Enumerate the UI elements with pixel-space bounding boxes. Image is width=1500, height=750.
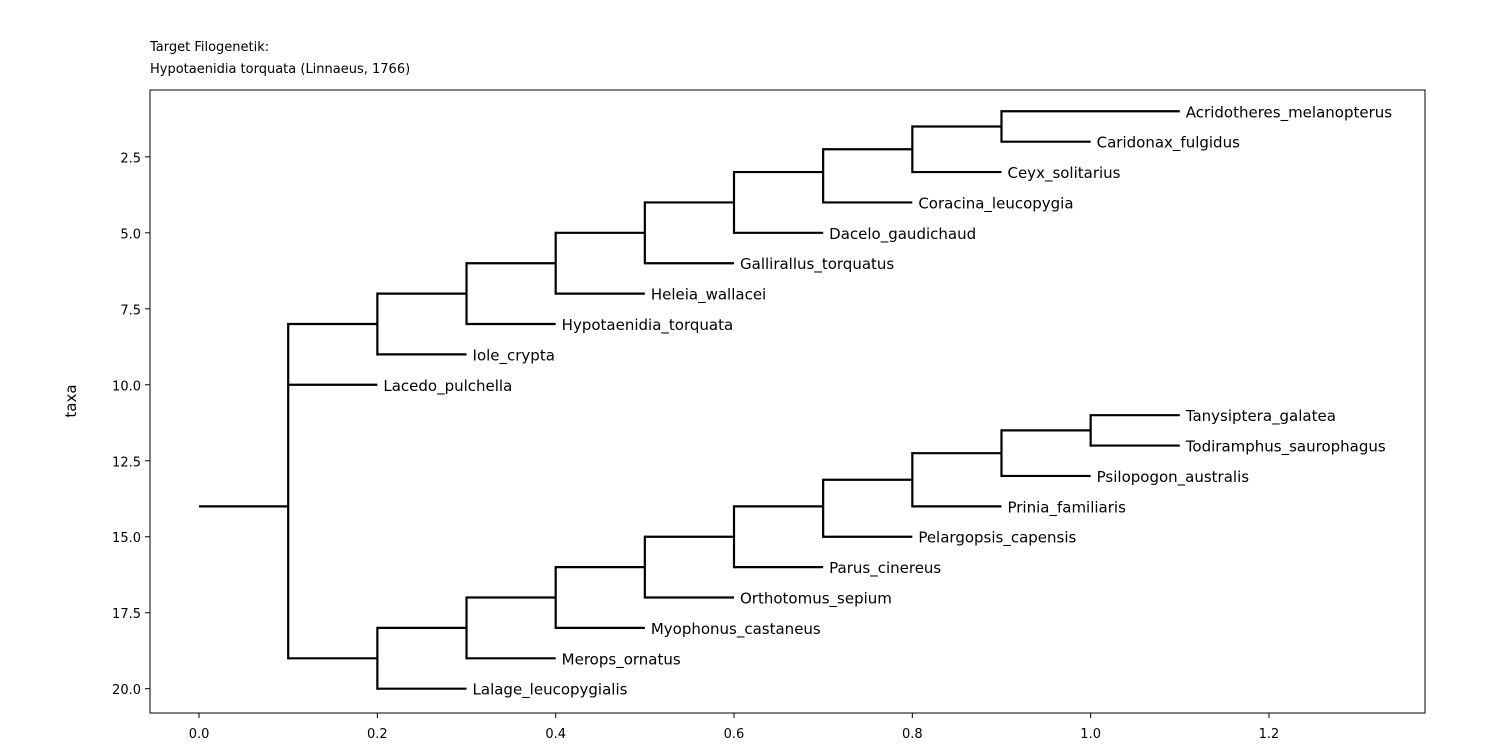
leaf-label-4: Dacelo_gaudichaud bbox=[829, 225, 976, 244]
y-tick-label-4: 12.5 bbox=[112, 455, 141, 470]
x-tick-label-2: 0.4 bbox=[545, 727, 566, 742]
leaf-label-0: Acridotheres_melanopterus bbox=[1186, 103, 1392, 122]
x-tick-label-5: 1.0 bbox=[1080, 727, 1101, 742]
y-tick-label-6: 17.5 bbox=[112, 607, 141, 622]
leaf-label-9: Lacedo_pulchella bbox=[383, 377, 512, 396]
y-tick-label-2: 7.5 bbox=[120, 303, 141, 318]
leaf-label-12: Psilopogon_australis bbox=[1097, 468, 1250, 487]
x-tick-label-3: 0.6 bbox=[724, 727, 745, 742]
y-axis-label: taxa bbox=[62, 384, 80, 417]
leaf-label-16: Orthotomus_sepium bbox=[740, 590, 892, 609]
leaf-label-1: Caridonax_fulgidus bbox=[1097, 134, 1240, 153]
leaf-label-14: Pelargopsis_capensis bbox=[918, 529, 1076, 548]
leaf-label-13: Prinia_familiaris bbox=[1007, 498, 1126, 517]
x-tick-label-0: 0.0 bbox=[189, 727, 210, 742]
y-axis: 2.5 5.0 7.5 10.0 12.5 15.0 17.5 20.0 bbox=[112, 151, 150, 698]
leaf-label-3: Coracina_leucopygia bbox=[918, 194, 1073, 213]
leaf-label-2: Ceyx_solitarius bbox=[1007, 164, 1120, 183]
chart-title-line-1: Target Filogenetik: bbox=[150, 40, 270, 55]
x-tick-label-6: 1.2 bbox=[1259, 727, 1280, 742]
leaf-label-6: Heleia_wallacei bbox=[651, 286, 766, 305]
y-tick-label-3: 10.0 bbox=[112, 379, 141, 394]
y-tick-label-1: 5.0 bbox=[120, 227, 141, 242]
y-tick-label-7: 20.0 bbox=[112, 683, 141, 698]
leaf-label-11: Todiramphus_saurophagus bbox=[1185, 438, 1386, 457]
leaf-label-18: Merops_ornatus bbox=[562, 650, 681, 669]
leaf-label-19: Lalage_leucopygialis bbox=[473, 681, 628, 700]
x-tick-label-1: 0.2 bbox=[367, 727, 388, 742]
axes-frame bbox=[149, 89, 1426, 714]
x-axis: 0.0 0.2 0.4 0.6 0.8 1.0 1.2 bbox=[189, 713, 1280, 742]
leaf-label-8: Iole_crypta bbox=[473, 346, 555, 365]
y-tick-label-0: 2.5 bbox=[120, 151, 141, 166]
leaf-labels-layer: Acridotheres_melanopterus Caridonax_fulgi… bbox=[383, 103, 1392, 699]
x-tick-label-4: 0.8 bbox=[902, 727, 923, 742]
leaf-label-17: Myophonus_castaneus bbox=[651, 620, 821, 639]
y-tick-label-5: 15.0 bbox=[112, 531, 141, 546]
leaf-label-15: Parus_cinereus bbox=[829, 559, 941, 578]
chart-title-line-2: Hypotaenidia torquata (Linnaeus, 1766) bbox=[150, 62, 411, 77]
tree-layer bbox=[199, 110, 1180, 690]
leaf-label-5: Gallirallus_torquatus bbox=[740, 255, 894, 274]
leaf-label-10: Tanysiptera_galatea bbox=[1185, 407, 1336, 426]
leaf-label-7: Hypotaenidia_torquata bbox=[562, 316, 733, 335]
